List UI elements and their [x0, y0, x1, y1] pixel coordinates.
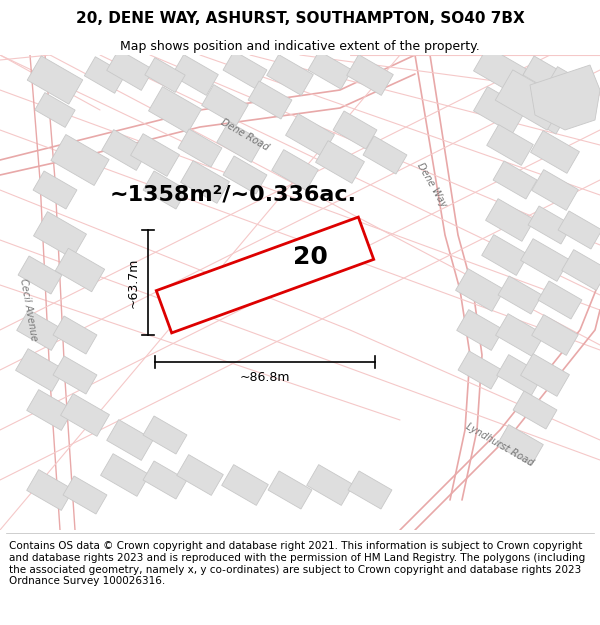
Polygon shape — [107, 49, 154, 91]
Polygon shape — [53, 316, 97, 354]
Polygon shape — [268, 471, 312, 509]
Polygon shape — [457, 309, 503, 351]
Polygon shape — [61, 394, 109, 436]
Polygon shape — [202, 84, 248, 126]
Polygon shape — [558, 211, 600, 249]
Polygon shape — [55, 248, 104, 292]
Polygon shape — [497, 424, 544, 466]
Polygon shape — [538, 281, 582, 319]
Text: 20: 20 — [293, 245, 328, 269]
Polygon shape — [149, 87, 202, 133]
Polygon shape — [107, 419, 154, 461]
Text: ~63.7m: ~63.7m — [127, 258, 140, 308]
Polygon shape — [333, 111, 377, 149]
Polygon shape — [221, 464, 268, 506]
Polygon shape — [482, 234, 529, 276]
Polygon shape — [17, 309, 64, 351]
Text: ~1358m²/~0.336ac.: ~1358m²/~0.336ac. — [110, 185, 357, 205]
Polygon shape — [532, 169, 578, 211]
Polygon shape — [308, 51, 352, 89]
Polygon shape — [172, 54, 218, 96]
Polygon shape — [455, 269, 505, 311]
Polygon shape — [181, 161, 229, 203]
Polygon shape — [528, 206, 572, 244]
Polygon shape — [53, 356, 97, 394]
Text: 20, DENE WAY, ASHURST, SOUTHAMPTON, SO40 7BX: 20, DENE WAY, ASHURST, SOUTHAMPTON, SO40… — [76, 11, 524, 26]
Polygon shape — [495, 70, 565, 130]
Polygon shape — [18, 256, 62, 294]
Polygon shape — [473, 47, 526, 93]
Polygon shape — [51, 134, 109, 186]
Polygon shape — [223, 156, 267, 194]
Text: Dene Way: Dene Way — [415, 161, 449, 209]
Polygon shape — [307, 464, 353, 506]
Polygon shape — [544, 67, 596, 113]
Polygon shape — [532, 314, 578, 356]
Polygon shape — [26, 389, 73, 431]
Polygon shape — [143, 416, 187, 454]
Polygon shape — [348, 471, 392, 509]
Polygon shape — [523, 96, 567, 134]
Polygon shape — [497, 354, 544, 396]
Polygon shape — [493, 161, 537, 199]
Polygon shape — [217, 122, 263, 162]
Polygon shape — [521, 354, 569, 396]
Polygon shape — [143, 461, 187, 499]
Polygon shape — [530, 131, 580, 173]
Polygon shape — [286, 114, 334, 156]
Polygon shape — [27, 56, 83, 104]
Text: Cecil Avenue: Cecil Avenue — [17, 278, 38, 342]
Polygon shape — [143, 171, 187, 209]
Polygon shape — [131, 134, 179, 176]
Text: Contains OS data © Crown copyright and database right 2021. This information is : Contains OS data © Crown copyright and d… — [9, 541, 585, 586]
Text: ~86.8m: ~86.8m — [240, 371, 290, 384]
Polygon shape — [347, 54, 394, 96]
Polygon shape — [33, 171, 77, 209]
Polygon shape — [562, 249, 600, 291]
Polygon shape — [176, 454, 223, 496]
Polygon shape — [145, 58, 185, 92]
Text: Dene Road: Dene Road — [219, 118, 271, 152]
Polygon shape — [248, 81, 292, 119]
Polygon shape — [178, 129, 222, 167]
Polygon shape — [530, 65, 600, 130]
Polygon shape — [26, 469, 73, 511]
Polygon shape — [34, 212, 86, 258]
Polygon shape — [473, 87, 526, 133]
Polygon shape — [513, 391, 557, 429]
Polygon shape — [16, 349, 64, 391]
Polygon shape — [498, 276, 542, 314]
Polygon shape — [223, 51, 267, 89]
Polygon shape — [521, 239, 569, 281]
Polygon shape — [85, 57, 125, 93]
Polygon shape — [101, 129, 148, 171]
Polygon shape — [266, 54, 313, 96]
Polygon shape — [35, 92, 75, 128]
Polygon shape — [458, 351, 502, 389]
Polygon shape — [487, 124, 533, 166]
Polygon shape — [316, 141, 364, 183]
Polygon shape — [496, 314, 544, 356]
Polygon shape — [363, 136, 407, 174]
Polygon shape — [523, 56, 567, 94]
Polygon shape — [101, 454, 149, 496]
Polygon shape — [485, 199, 535, 241]
Polygon shape — [156, 217, 374, 333]
Polygon shape — [63, 476, 107, 514]
Polygon shape — [272, 149, 319, 191]
Text: Lyndhurst Road: Lyndhurst Road — [464, 421, 536, 469]
Text: Map shows position and indicative extent of the property.: Map shows position and indicative extent… — [120, 39, 480, 52]
